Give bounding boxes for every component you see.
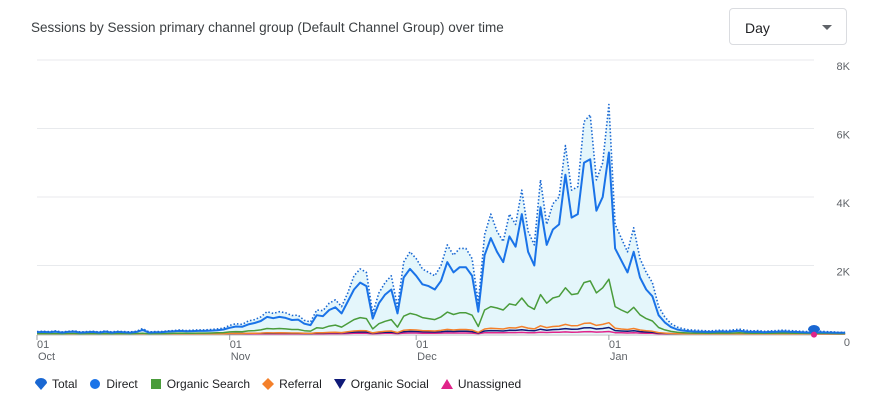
grid-layer — [37, 59, 814, 266]
y-tick-label: 8K — [837, 61, 851, 73]
legend-item-referral[interactable]: Referral — [261, 377, 322, 391]
granularity-dropdown-value: Day — [745, 20, 770, 36]
legend-item-total[interactable]: Total — [34, 377, 77, 391]
x-tick-day: 01 — [416, 339, 428, 351]
total-end-marker — [808, 324, 820, 335]
legend-item-organic_social[interactable]: Organic Social — [333, 377, 429, 391]
legend-label: Referral — [279, 377, 322, 391]
chart-title: Sessions by Session primary channel grou… — [31, 20, 504, 35]
x-tick-day: 01 — [37, 339, 49, 351]
circle-icon — [90, 379, 101, 389]
x-tick-day: 01 — [230, 339, 242, 351]
series-line-total — [36, 103, 846, 334]
y-tick-label: 2K — [837, 267, 851, 279]
triangle-up-icon — [440, 379, 453, 389]
legend-item-unassigned[interactable]: Unassigned — [440, 377, 521, 391]
x-tick-month: Oct — [38, 351, 55, 363]
series-line-organic_search — [36, 278, 846, 335]
y-tick-label: 0 — [844, 337, 850, 349]
y-tick-label: 6K — [837, 130, 851, 142]
unassigned-end-marker — [811, 331, 817, 338]
legend-item-direct[interactable]: Direct — [88, 377, 138, 391]
x-tick-month: Jan — [610, 351, 628, 363]
x-tick-day: 01 — [609, 339, 621, 351]
legend-label: Direct — [106, 377, 138, 391]
diamond-icon — [262, 378, 275, 390]
total-area — [37, 104, 846, 334]
teardrop-icon — [35, 378, 47, 390]
x-tick-month: Nov — [231, 351, 251, 363]
square-icon — [150, 379, 161, 389]
legend-label: Unassigned — [457, 377, 522, 391]
legend-label: Total — [52, 377, 78, 391]
series-layer — [36, 103, 846, 335]
legend-label: Organic Search — [166, 377, 251, 391]
legend-label: Organic Social — [350, 377, 429, 391]
area-layer — [37, 104, 846, 334]
marker-layer — [808, 324, 820, 338]
legend-item-organic_search[interactable]: Organic Search — [149, 377, 250, 391]
granularity-dropdown[interactable]: Day — [729, 8, 847, 45]
x-tick-month: Dec — [417, 351, 437, 363]
y-tick-label: 4K — [837, 198, 851, 210]
chart-legend: Total Direct Organic Search Referral Organic… — [34, 377, 521, 391]
triangle-down-icon — [333, 379, 346, 389]
caret-down-icon — [822, 25, 832, 30]
